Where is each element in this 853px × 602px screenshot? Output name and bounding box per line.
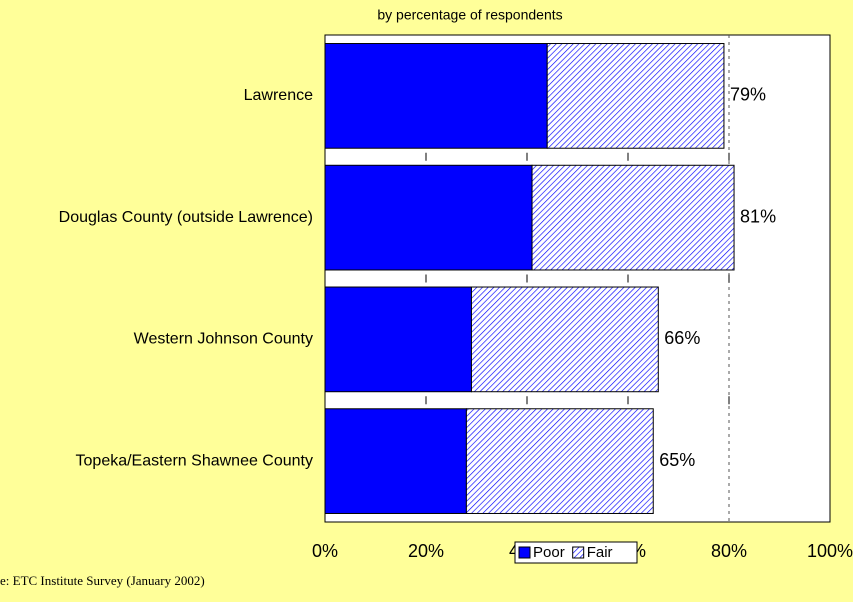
total-label: 66% [664, 328, 700, 348]
bar-segment [465, 408, 654, 514]
total-label: 79% [730, 85, 766, 105]
category-label: Topeka/Eastern Shawnee County [76, 452, 313, 469]
bar-segment [324, 286, 472, 393]
bar-segment [470, 286, 659, 393]
legend-label: Fair [587, 544, 613, 561]
legend-swatch [572, 546, 585, 559]
bar-segment [324, 43, 548, 149]
x-tick-label: 0% [312, 541, 338, 561]
legend-swatch [518, 546, 531, 559]
bar-segment [546, 43, 725, 149]
category-label: Western Johnson County [134, 331, 313, 348]
x-tick-label: 20% [408, 541, 444, 561]
category-label: Douglas County (outside Lawrence) [59, 209, 313, 226]
bar-segment [531, 164, 735, 271]
total-label: 81% [740, 206, 776, 226]
bar-segment [324, 408, 467, 514]
x-tick-label: 100% [807, 541, 853, 561]
total-label: 65% [659, 450, 695, 470]
bar-segment [324, 164, 533, 271]
category-label: Lawrence [244, 87, 313, 104]
source: e: ETC Institute Survey (January 2002) [0, 573, 205, 588]
legend-label: Poor [533, 544, 565, 561]
subtitle: by percentage of respondents [377, 7, 562, 23]
x-tick-label: 80% [711, 541, 747, 561]
